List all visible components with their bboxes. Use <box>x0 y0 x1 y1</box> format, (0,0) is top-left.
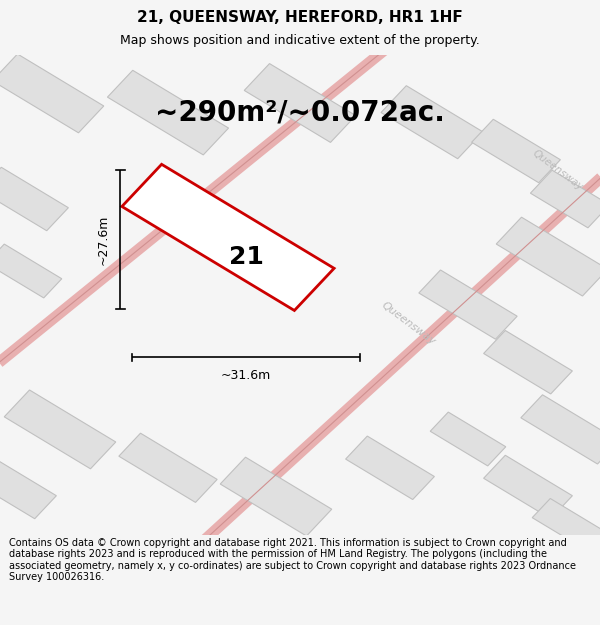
Text: ~290m²/~0.072ac.: ~290m²/~0.072ac. <box>155 99 445 127</box>
Text: Map shows position and indicative extent of the property.: Map shows position and indicative extent… <box>120 34 480 47</box>
Polygon shape <box>0 455 56 519</box>
Text: 21, QUEENSWAY, HEREFORD, HR1 1HF: 21, QUEENSWAY, HEREFORD, HR1 1HF <box>137 10 463 25</box>
Polygon shape <box>419 270 517 339</box>
Polygon shape <box>0 168 68 231</box>
Text: Contains OS data © Crown copyright and database right 2021. This information is : Contains OS data © Crown copyright and d… <box>9 538 576 582</box>
Text: ~31.6m: ~31.6m <box>221 369 271 382</box>
Polygon shape <box>122 164 334 311</box>
Polygon shape <box>472 119 560 182</box>
Polygon shape <box>496 217 600 296</box>
Text: 21: 21 <box>229 244 263 269</box>
Polygon shape <box>4 390 116 469</box>
Polygon shape <box>430 412 506 466</box>
Polygon shape <box>244 64 356 142</box>
Polygon shape <box>521 395 600 464</box>
Polygon shape <box>346 436 434 499</box>
Polygon shape <box>220 457 332 536</box>
Text: ~27.6m: ~27.6m <box>96 214 109 265</box>
Polygon shape <box>0 244 62 298</box>
Polygon shape <box>0 54 104 133</box>
Polygon shape <box>530 170 600 228</box>
Polygon shape <box>381 86 483 159</box>
Polygon shape <box>107 70 229 155</box>
Text: Queensway: Queensway <box>379 300 437 348</box>
Text: Queensway: Queensway <box>531 148 585 192</box>
Polygon shape <box>484 331 572 394</box>
Polygon shape <box>532 499 600 552</box>
Polygon shape <box>119 433 217 502</box>
Polygon shape <box>484 455 572 519</box>
